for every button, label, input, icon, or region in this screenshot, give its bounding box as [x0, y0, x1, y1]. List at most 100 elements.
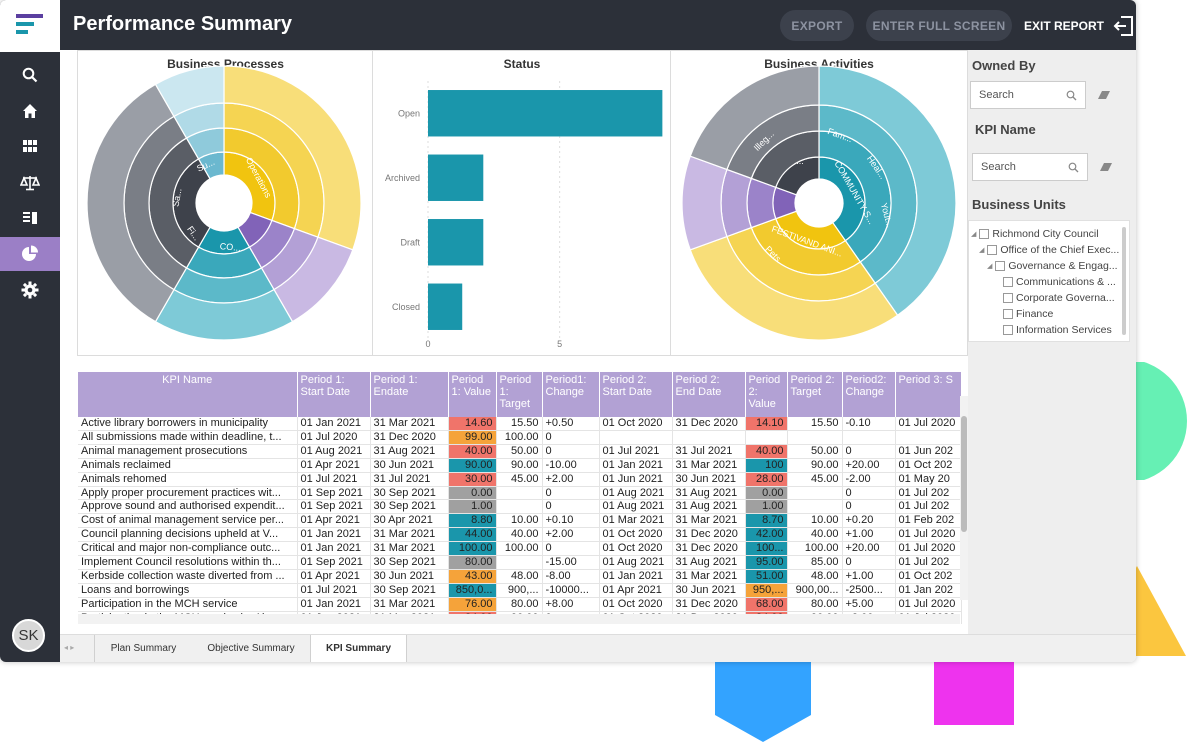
business-processes-sunburst[interactable]: OperationsSu...Sa...Fi...CO...	[78, 51, 373, 355]
export-button[interactable]: EXPORT	[780, 10, 854, 41]
sunburst-segment[interactable]	[681, 155, 728, 251]
table-cell: 01 Oct 2020	[599, 597, 673, 612]
table-row[interactable]: Animals reclaimed 01 Apr 2021 30 Jun 2021 9…	[78, 458, 962, 473]
table-row[interactable]: Animals rehomed 01 Jul 2021 31 Jul 2021 30.…	[78, 472, 962, 487]
tab-objective-summary[interactable]: Objective Summary	[192, 635, 311, 662]
table-row[interactable]: Kerbside collection waste diverted from …	[78, 569, 962, 584]
table-vertical-scrollbar[interactable]	[960, 396, 968, 600]
table-horizontal-scrollbar[interactable]	[78, 614, 960, 624]
tree-item[interactable]: ◢ Richmond City Council	[971, 228, 1099, 240]
column-header[interactable]: Period1: Change	[542, 372, 600, 417]
table-cell: 01 Aug 2021	[599, 486, 673, 501]
table-cell: 01 Jan 2021	[297, 417, 371, 431]
table-cell: 31 Mar 2021	[672, 513, 746, 529]
table-cell: 30 Jun 2021	[672, 472, 746, 487]
kpi-name-search-input[interactable]: Search	[972, 153, 1088, 181]
table-cell: 100.00	[787, 541, 843, 557]
clear-filter-icon[interactable]	[1098, 91, 1110, 99]
tab-kpi-summary[interactable]: KPI Summary	[311, 635, 407, 662]
sunburst-segment[interactable]	[818, 65, 957, 317]
gear-icon[interactable]	[0, 273, 60, 307]
table-row[interactable]: All submissions made within deadline, t.…	[78, 430, 962, 445]
table-cell	[496, 555, 543, 570]
table-cell: 14.10	[745, 417, 788, 431]
tab-plan-summary[interactable]: Plan Summary	[94, 635, 193, 662]
table-row[interactable]: Apply proper procurement practices wit..…	[78, 486, 962, 501]
list-icon[interactable]	[0, 201, 60, 235]
column-header[interactable]: Period 2: Start Date	[599, 372, 673, 417]
table-cell	[787, 430, 843, 445]
table-row[interactable]: Loans and borrowings 01 Jul 2021 30 Sep 20…	[78, 583, 962, 598]
column-header[interactable]: Period2: Change	[842, 372, 896, 417]
table-cell: 01 Jul 2021	[297, 472, 371, 487]
sunburst-segment[interactable]	[689, 65, 820, 171]
table-row[interactable]: Active library borrowers in municipality…	[78, 417, 962, 431]
table-row[interactable]: Approve sound and authorised expendit...…	[78, 499, 962, 515]
tree-item[interactable]: Communications & ...	[1003, 276, 1116, 288]
scales-icon[interactable]	[0, 166, 60, 200]
table-row[interactable]: Animal management prosecutions 01 Aug 202…	[78, 444, 962, 459]
table-cell: 31 Aug 2021	[370, 444, 449, 459]
sunburst-segment[interactable]	[720, 168, 753, 238]
tree-item[interactable]: Finance	[1003, 308, 1053, 320]
column-header[interactable]: Period 2: Value	[745, 372, 788, 417]
sunburst-label: Sa...	[171, 187, 184, 207]
table-cell: 0.00	[745, 486, 788, 501]
status-bar[interactable]	[428, 154, 484, 201]
column-header[interactable]: Period 2: Target	[787, 372, 843, 417]
column-header[interactable]: Period 1: Value	[448, 372, 497, 417]
table-cell: +2.00	[542, 527, 600, 543]
sunburst-segment[interactable]	[154, 65, 225, 118]
clear-filter-icon[interactable]	[1100, 163, 1112, 171]
table-cell: 01 Apr 2021	[297, 458, 371, 473]
table-row[interactable]: Critical and major non-compliance outc..…	[78, 541, 962, 557]
owned-by-search-input[interactable]: Search	[970, 81, 1086, 109]
status-bar[interactable]	[428, 90, 663, 137]
status-bar[interactable]	[428, 219, 484, 266]
table-cell: 01 Sep 2021	[297, 499, 371, 515]
column-header[interactable]: Period 1: Endate	[370, 372, 449, 417]
table-row[interactable]: Implement Council resolutions within th.…	[78, 555, 962, 570]
status-bar[interactable]	[428, 283, 463, 330]
home-icon[interactable]	[0, 94, 60, 128]
column-header[interactable]: Period 1: Start Date	[297, 372, 371, 417]
table-cell: 850,0...	[448, 583, 497, 598]
table-cell: 01 Jul 2020	[895, 541, 962, 557]
table-row[interactable]: Cost of animal management service per...…	[78, 513, 962, 529]
tree-item[interactable]: Information Services	[1003, 324, 1112, 336]
column-header[interactable]: Period 2: End Date	[672, 372, 746, 417]
table-cell: +0.20	[842, 513, 896, 529]
grid-icon[interactable]	[0, 129, 60, 163]
table-cell: Kerbside collection waste diverted from …	[78, 569, 298, 584]
tree-item[interactable]: Corporate Governa...	[1003, 292, 1115, 304]
table-cell: 0	[842, 444, 896, 459]
sunburst-label: ...	[796, 156, 804, 166]
business-activities-sunburst[interactable]: Fam...Heal...COMMUNITY S... Yout...FESTIV…	[671, 51, 967, 355]
user-avatar[interactable]: SK	[12, 619, 45, 652]
search-icon[interactable]	[0, 58, 60, 92]
table-cell: 99.00	[448, 430, 497, 445]
table-header-row: KPI Name Period 1: Start Date Period 1: En…	[78, 372, 962, 417]
table-cell	[745, 430, 788, 445]
status-bar-chart[interactable]: 0 5 Open Archived Draft Closed	[373, 51, 671, 355]
kpi-table: KPI Name Period 1: Start Date Period 1: En…	[78, 372, 962, 624]
pie-chart-icon[interactable]	[0, 237, 60, 271]
table-row[interactable]: Council planning decisions upheld at V..…	[78, 527, 962, 543]
table-cell: 30 Sep 2021	[370, 486, 449, 501]
column-header[interactable]: Period 1: Target	[496, 372, 543, 417]
column-header[interactable]: Period 3: S	[895, 372, 962, 417]
tree-item[interactable]: ◢ Governance & Engag...	[987, 260, 1118, 272]
tab-scroll-arrows[interactable]: ◂ ▸	[64, 643, 75, 652]
kpi-name-search-placeholder: Search	[981, 161, 1016, 173]
tree-item[interactable]: ◢ Office of the Chief Exec...	[979, 244, 1120, 256]
tree-scrollbar[interactable]	[1122, 227, 1126, 335]
table-cell	[496, 486, 543, 501]
column-header[interactable]: KPI Name	[78, 372, 298, 417]
table-cell: 90.00	[496, 458, 543, 473]
table-cell: 30 Jun 2021	[370, 458, 449, 473]
table-cell: 01 Jun 202	[895, 444, 962, 459]
app-window: SK Performance Summary EXPORT ENTER FULL…	[0, 0, 1136, 662]
table-row[interactable]: Participation in the MCH service 01 Jan 2…	[78, 597, 962, 612]
enter-full-screen-button[interactable]: ENTER FULL SCREEN	[866, 10, 1012, 41]
exit-report-button[interactable]: EXIT REPORT	[1024, 10, 1134, 41]
